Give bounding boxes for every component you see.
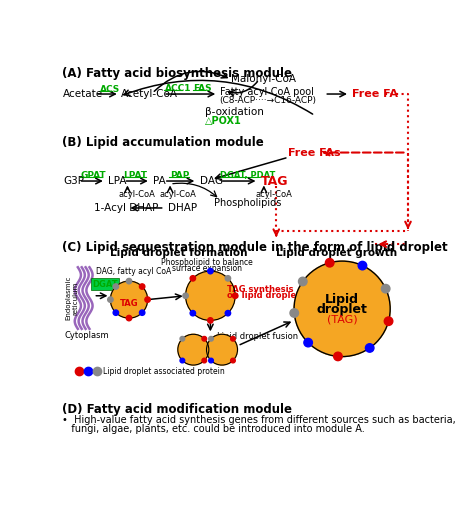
Text: on lipid droplets: on lipid droplets — [228, 291, 306, 300]
Text: Acetyl-CoA: Acetyl-CoA — [121, 89, 178, 99]
Text: DHAP: DHAP — [168, 203, 197, 213]
Circle shape — [108, 297, 113, 302]
Circle shape — [126, 316, 132, 321]
Text: Acetate: Acetate — [63, 89, 103, 99]
Text: Phospholipid to balance: Phospholipid to balance — [161, 258, 252, 267]
Text: GPAT: GPAT — [81, 171, 107, 180]
Text: TAG synthesis: TAG synthesis — [228, 285, 294, 294]
Circle shape — [113, 284, 118, 289]
Circle shape — [290, 309, 299, 317]
Circle shape — [358, 261, 367, 270]
Text: Free FAs: Free FAs — [288, 148, 340, 157]
Text: acyl-CoA: acyl-CoA — [160, 190, 197, 199]
Text: acyl-CoA: acyl-CoA — [118, 190, 155, 199]
Text: Lipid droplet formation: Lipid droplet formation — [109, 248, 247, 259]
Text: Lipid droplet associated protein: Lipid droplet associated protein — [103, 366, 224, 376]
Circle shape — [180, 337, 185, 341]
Circle shape — [326, 259, 334, 267]
Text: ACC1: ACC1 — [164, 84, 191, 93]
Text: •  High-value fatty acid synthesis genes from different sources such as bacteria: • High-value fatty acid synthesis genes … — [63, 415, 456, 425]
Text: PA: PA — [153, 176, 166, 186]
Text: (C) Lipid sequestration module in the form of lipid droplet: (C) Lipid sequestration module in the fo… — [63, 241, 448, 254]
Text: DGAT: DGAT — [92, 280, 118, 289]
Circle shape — [202, 358, 207, 363]
Text: surface expansion: surface expansion — [172, 264, 241, 272]
Circle shape — [190, 310, 196, 316]
Text: acyl-CoA: acyl-CoA — [255, 190, 292, 199]
Text: TAG: TAG — [120, 299, 138, 308]
Text: Cytoplasm: Cytoplasm — [64, 331, 109, 340]
Text: droplet: droplet — [317, 303, 367, 316]
Text: DAG: DAG — [201, 176, 223, 186]
Circle shape — [209, 337, 213, 341]
Circle shape — [110, 281, 147, 318]
Circle shape — [294, 261, 390, 357]
Text: β-oxidation: β-oxidation — [205, 107, 264, 117]
Circle shape — [208, 268, 213, 274]
Circle shape — [231, 337, 235, 341]
Circle shape — [145, 297, 150, 302]
Text: Lipid droplet fusion: Lipid droplet fusion — [217, 332, 298, 341]
Text: (TAG): (TAG) — [327, 315, 357, 325]
Circle shape — [225, 276, 231, 281]
Circle shape — [209, 358, 213, 363]
Circle shape — [183, 293, 188, 299]
Text: △POX1: △POX1 — [205, 116, 242, 126]
Circle shape — [178, 334, 209, 365]
Circle shape — [365, 344, 374, 352]
Circle shape — [113, 310, 118, 316]
Text: PAP: PAP — [170, 171, 190, 180]
Circle shape — [202, 337, 207, 341]
Circle shape — [190, 276, 196, 281]
Circle shape — [207, 334, 237, 365]
Text: Free FA: Free FA — [352, 89, 398, 99]
Text: FAS: FAS — [193, 84, 212, 93]
Text: Lipid: Lipid — [325, 292, 359, 306]
Circle shape — [126, 279, 132, 284]
Circle shape — [139, 310, 145, 316]
Text: Lipid droplet growth: Lipid droplet growth — [276, 248, 397, 259]
Circle shape — [186, 271, 235, 320]
Text: LPA: LPA — [108, 176, 127, 186]
Circle shape — [232, 293, 238, 299]
Text: 1-Acyl DHAP: 1-Acyl DHAP — [94, 203, 158, 213]
Text: (D) Fatty acid modification module: (D) Fatty acid modification module — [63, 403, 292, 416]
Text: DAG, fatty acyl CoA: DAG, fatty acyl CoA — [96, 267, 172, 277]
Text: Phospholipids: Phospholipids — [214, 197, 282, 208]
Circle shape — [231, 358, 235, 363]
Text: Malonyl-CoA: Malonyl-CoA — [231, 74, 296, 84]
Text: (B) Lipid accumulation module: (B) Lipid accumulation module — [63, 136, 264, 150]
Circle shape — [304, 338, 312, 347]
Text: fungi, algae, plants, etc. could be introduced into module A.: fungi, algae, plants, etc. could be intr… — [63, 424, 365, 434]
Text: LPAT: LPAT — [124, 171, 147, 180]
Text: Fatty acyl-CoA pool: Fatty acyl-CoA pool — [219, 87, 313, 98]
Circle shape — [382, 284, 390, 293]
Text: (C8-ACP····→C16-ACP): (C8-ACP····→C16-ACP) — [219, 96, 317, 105]
Circle shape — [139, 284, 145, 289]
Text: Endoplasmic
reticulum: Endoplasmic reticulum — [65, 276, 78, 320]
Circle shape — [208, 318, 213, 323]
Circle shape — [180, 358, 185, 363]
Text: DGAT, PDAT: DGAT, PDAT — [219, 171, 275, 180]
Text: (A) Fatty acid biosynthesis module: (A) Fatty acid biosynthesis module — [63, 67, 292, 80]
Text: ACS: ACS — [100, 85, 120, 94]
Circle shape — [299, 277, 307, 286]
Circle shape — [384, 317, 393, 325]
Circle shape — [334, 352, 342, 361]
Circle shape — [225, 310, 231, 316]
Text: TAG: TAG — [261, 175, 288, 188]
Text: G3P: G3P — [63, 176, 84, 186]
